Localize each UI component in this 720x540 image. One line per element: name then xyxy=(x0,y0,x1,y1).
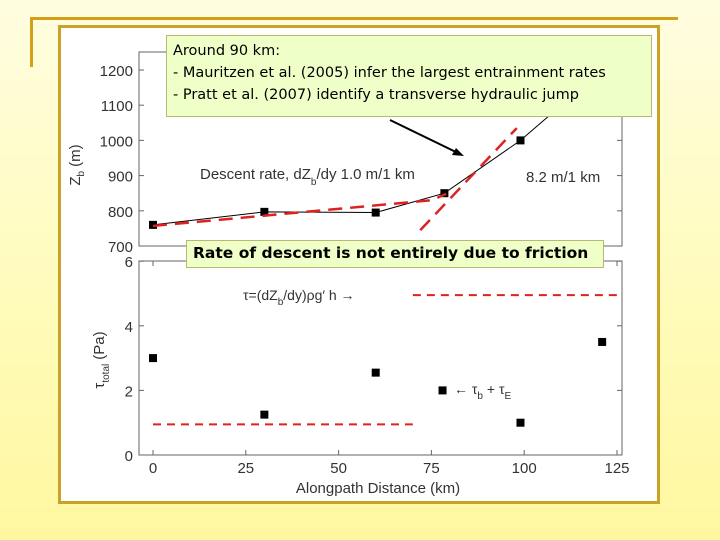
top-ylabel: Zb(m) xyxy=(67,144,87,185)
callout-hydraulic-jump: Around 90 km: - Mauritzen et al. (2005) … xyxy=(166,35,652,117)
fit-dashed-line xyxy=(419,127,518,232)
callout-arrow xyxy=(389,119,461,155)
x-tick-label: 125 xyxy=(604,460,629,477)
descent-rate-label: Descent rate, dZb/dy 1.0 m/1 km xyxy=(200,166,415,188)
data-point xyxy=(516,136,525,145)
data-point xyxy=(440,189,449,198)
decor-line-vertical xyxy=(30,17,33,67)
steep-rate-label: 8.2 m/1 km xyxy=(526,169,600,186)
bottom-axes-box xyxy=(138,260,623,456)
callout-line: - Mauritzen et al. (2005) infer the larg… xyxy=(173,65,606,81)
y-tick-label: 6 xyxy=(125,254,133,271)
data-point xyxy=(371,208,380,217)
y-tick-label: 1200 xyxy=(100,63,133,80)
bottom-plot: 0 2 4 6 0 25 50 75 100 125 xyxy=(125,254,630,477)
fit-dashed-line xyxy=(152,192,447,228)
data-point xyxy=(516,418,525,427)
data-point xyxy=(149,354,157,363)
x-tick-label: 100 xyxy=(512,460,537,477)
profile-line xyxy=(152,104,562,226)
y-tick-label: 4 xyxy=(125,319,133,336)
bottom-ylabel: τtotal(Pa) xyxy=(91,331,112,388)
x-tick-label: 0 xyxy=(149,460,157,477)
callout-friction: Rate of descent is not entirely due to f… xyxy=(186,240,604,268)
callout-line: Around 90 km: xyxy=(173,43,281,59)
data-point xyxy=(371,368,380,377)
callout-line: - Pratt et al. (2007) identify a transve… xyxy=(173,87,579,103)
y-tick-label: 1000 xyxy=(100,133,133,150)
y-tick-label: 0 xyxy=(125,448,133,465)
y-tick-label: 2 xyxy=(125,383,133,400)
y-tick-label: 900 xyxy=(108,169,133,186)
y-tick-label: 1100 xyxy=(101,98,133,115)
x-tick-label: 25 xyxy=(237,460,254,477)
y-tick-label: 700 xyxy=(108,239,133,256)
y-tick-label: 800 xyxy=(108,204,133,221)
decor-line-horizontal xyxy=(30,17,678,20)
bottom-xlabel: Alongpath Distance (km) xyxy=(296,480,460,497)
x-tick-label: 75 xyxy=(423,460,440,477)
callout-arrowhead xyxy=(452,148,464,156)
data-point xyxy=(438,386,447,395)
tau-formula-label: τ=(dZb/dy)ρg′ h → xyxy=(243,287,355,308)
tau-sum-label: ← τb + τE xyxy=(454,381,511,402)
data-point xyxy=(260,207,269,216)
x-tick-label: 50 xyxy=(330,460,347,477)
data-point xyxy=(260,410,269,419)
data-point xyxy=(598,337,607,346)
